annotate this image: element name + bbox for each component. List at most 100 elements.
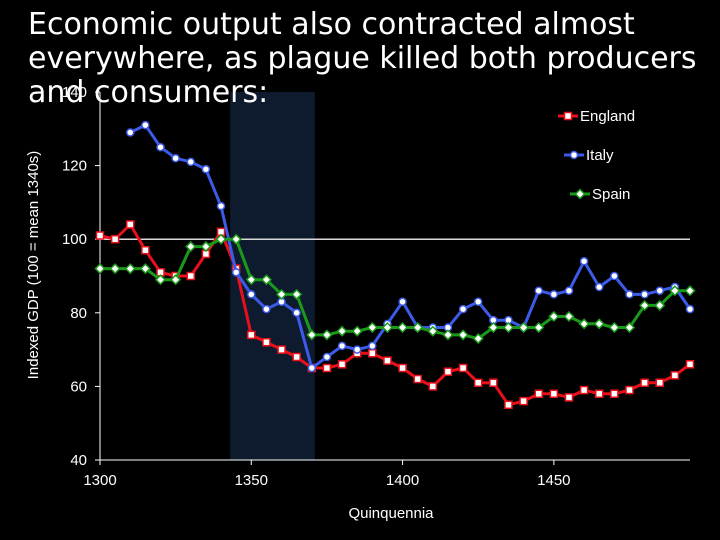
data-point xyxy=(186,271,196,281)
data-point xyxy=(533,321,545,334)
y-tick-label: 100 xyxy=(62,231,87,248)
data-point xyxy=(442,329,454,341)
data-point xyxy=(564,286,574,295)
x-tick-label: 1450 xyxy=(537,472,570,489)
y-tick-label: 80 xyxy=(70,305,87,322)
data-point xyxy=(669,285,681,297)
data-point xyxy=(473,297,483,307)
y-tick-label: 120 xyxy=(62,158,87,175)
data-point xyxy=(216,201,226,211)
data-point xyxy=(593,318,605,330)
data-point xyxy=(336,325,348,337)
legend-label-italy: Italy xyxy=(586,147,614,164)
x-tick-label: 1350 xyxy=(235,472,268,489)
data-point xyxy=(368,341,377,351)
legend-label-england: England xyxy=(580,108,635,125)
data-point xyxy=(625,385,634,395)
data-point xyxy=(245,274,257,286)
data-point xyxy=(381,321,393,334)
data-point xyxy=(247,290,256,299)
y-axis-title: Indexed GDP (100 = mean 1340s) xyxy=(25,151,42,380)
data-point xyxy=(141,245,150,255)
data-point xyxy=(458,304,468,314)
data-point xyxy=(201,165,211,174)
data-point xyxy=(655,286,664,295)
data-point xyxy=(519,396,528,406)
data-point xyxy=(291,288,303,300)
y-tick-label: 60 xyxy=(70,378,87,395)
data-point xyxy=(549,389,559,399)
data-point xyxy=(231,268,241,277)
data-point xyxy=(625,290,634,299)
data-point xyxy=(171,153,180,163)
data-point xyxy=(670,371,680,380)
data-point xyxy=(397,321,409,334)
data-point xyxy=(610,389,619,399)
data-point xyxy=(594,389,604,399)
data-point xyxy=(260,274,272,286)
data-point xyxy=(594,282,604,292)
data-point xyxy=(457,329,469,341)
data-point xyxy=(185,240,197,253)
legend-item-england: England xyxy=(558,108,635,125)
data-point xyxy=(413,374,422,384)
series-line-england xyxy=(99,223,691,407)
data-point xyxy=(489,378,498,387)
data-point xyxy=(366,321,378,334)
data-point xyxy=(534,286,543,295)
data-point xyxy=(351,325,363,337)
data-point xyxy=(307,363,317,373)
data-point xyxy=(640,290,649,299)
series-italy xyxy=(126,120,695,373)
data-point xyxy=(383,356,392,365)
data-point xyxy=(262,304,271,314)
shaded-period xyxy=(230,92,315,460)
x-axis-title: Quinquennia xyxy=(348,505,434,522)
data-point xyxy=(247,330,256,340)
data-point xyxy=(610,271,619,281)
data-point xyxy=(170,274,182,286)
data-point xyxy=(141,120,150,130)
data-point xyxy=(186,157,196,167)
data-point xyxy=(337,360,347,369)
data-point xyxy=(277,345,286,354)
data-point xyxy=(608,321,620,334)
data-point xyxy=(398,297,407,307)
data-point xyxy=(262,337,271,347)
data-point xyxy=(685,304,695,314)
data-point xyxy=(337,341,347,351)
data-point xyxy=(352,345,362,354)
series-spain xyxy=(94,233,696,345)
data-point xyxy=(640,378,649,387)
data-point xyxy=(563,310,575,323)
series-line-spain xyxy=(100,237,690,341)
data-point xyxy=(427,325,439,337)
data-point xyxy=(684,285,696,297)
data-point xyxy=(109,263,121,275)
legend-item-italy: Italy xyxy=(564,147,614,164)
legend-marker xyxy=(574,188,586,200)
data-point xyxy=(639,299,651,312)
data-point xyxy=(398,363,407,373)
data-point xyxy=(215,233,227,245)
data-point xyxy=(578,318,590,330)
data-point xyxy=(322,363,332,373)
data-point xyxy=(139,263,151,275)
y-tick-label: 140 xyxy=(62,84,87,101)
series-line-italy xyxy=(129,123,692,370)
data-point xyxy=(654,299,666,312)
data-point xyxy=(321,329,333,341)
data-point xyxy=(124,263,136,275)
data-point xyxy=(502,321,515,334)
slide-title: Economic output also contracted almost e… xyxy=(28,7,697,110)
data-point xyxy=(95,231,105,240)
data-point xyxy=(154,274,167,286)
data-point xyxy=(655,378,664,387)
data-point xyxy=(292,308,301,318)
x-tick-label: 1300 xyxy=(83,472,116,489)
data-point xyxy=(94,263,106,275)
data-point xyxy=(549,290,559,299)
data-point xyxy=(458,363,468,373)
legend-marker xyxy=(569,150,579,160)
